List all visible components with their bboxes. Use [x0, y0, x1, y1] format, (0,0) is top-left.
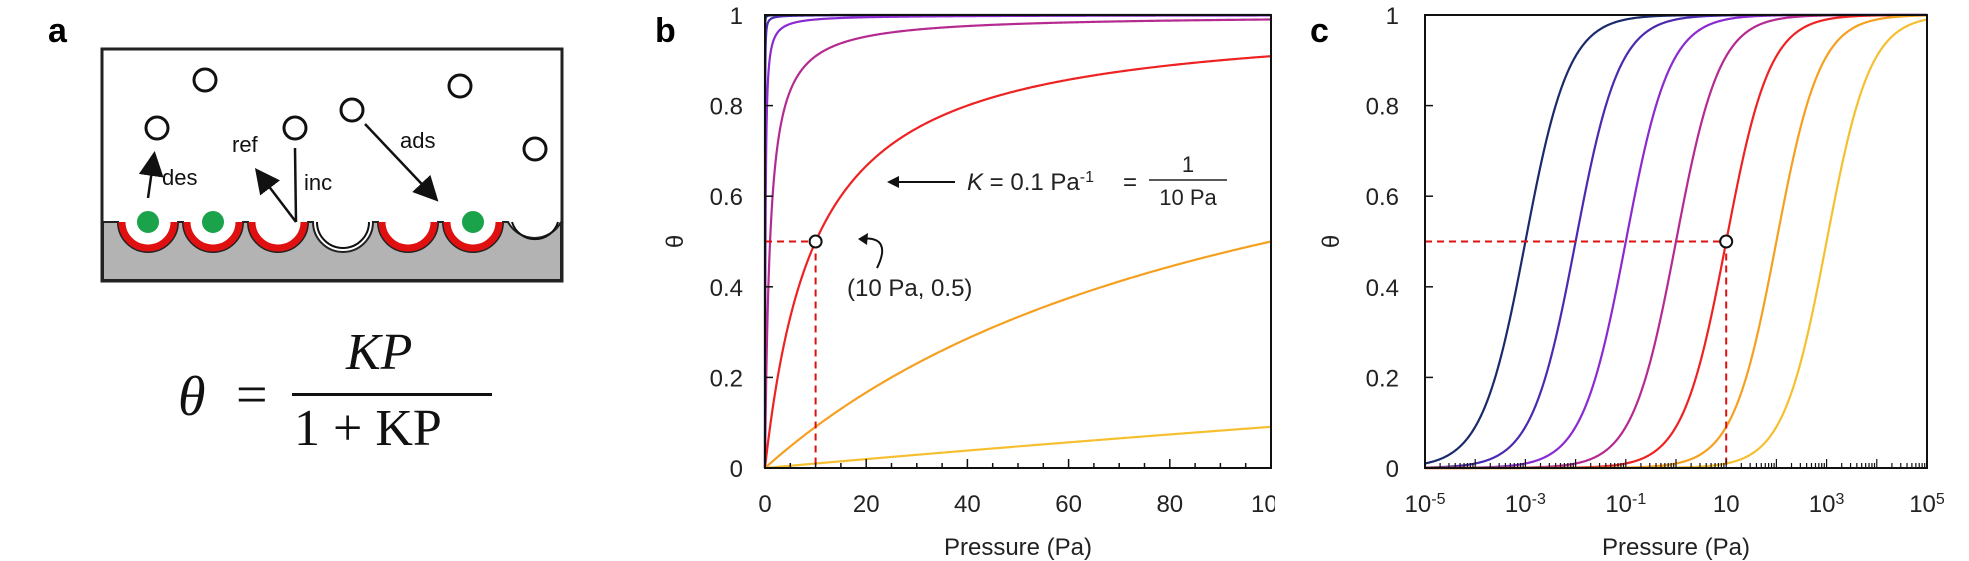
gas-molecules [144, 67, 548, 162]
k-annotation-text: K = 0.1 Pa-1 [967, 169, 1094, 197]
k-annotation-equals: = [1123, 169, 1137, 196]
series-line-K-100 [763, 13, 1271, 468]
adsorption-sites [118, 221, 503, 252]
site-7 [511, 221, 559, 241]
series-line-K-0.01 [763, 240, 1272, 470]
x-tick-label: 10-5 [1405, 491, 1446, 519]
adsorbed-molecule [133, 207, 163, 237]
x-tick-label: 0 [758, 491, 771, 518]
point-annotation-arrow [859, 237, 884, 269]
y-tick-label: 0.4 [710, 275, 743, 302]
adsorption-schematic: des ref inc ads [100, 47, 564, 283]
chart-c: 10-5 10-3 10-1 10 103 105 0 0.2 0.4 0.6 0.8 1 Pressu… [1318, 3, 1945, 561]
chart-b: 0 20 40 60 80 100 0 0.2 0.4 0.6 0.8 1 Pressure (Pa) θ… [662, 3, 1275, 561]
gas-molecule [282, 115, 308, 141]
y-tick-label: 0 [730, 456, 743, 483]
x-tick-label: 10-1 [1605, 491, 1646, 519]
y-axis-label: θ [662, 235, 689, 248]
k-fraction-denominator: 10 Pa [1159, 185, 1217, 210]
site-1 [118, 221, 178, 252]
gas-molecule [339, 97, 365, 123]
x-axis-label: Pressure (Pa) [944, 534, 1092, 561]
ref-label: ref [232, 132, 259, 157]
site-6 [316, 221, 370, 249]
y-tick-label: 0.2 [1366, 365, 1399, 392]
y-tick-label: 0.8 [710, 94, 743, 121]
y-tick-label: 0.6 [1366, 184, 1399, 211]
x-tick-label: 80 [1156, 491, 1183, 518]
series-line-K-0.001 [764, 425, 1272, 470]
point-annotation: (10 Pa, 0.5) [847, 275, 972, 302]
inc-arrow [293, 147, 298, 223]
surface [102, 221, 562, 281]
panel-a-label: a [48, 12, 67, 50]
ads-arrow [364, 123, 439, 202]
x-tick-label: 105 [1909, 491, 1945, 519]
x-tick-label: 10-3 [1505, 491, 1546, 519]
y-tick-label: 0.8 [1366, 94, 1399, 121]
x-tick-label: 100 [1251, 491, 1275, 518]
equation-lhs: θ [178, 366, 206, 428]
series-line-K-1000 [763, 13, 1271, 468]
equation-denominator: 1 + KP [294, 400, 442, 457]
fraction-bar [292, 393, 492, 396]
series-line-K-10 [763, 14, 1271, 468]
y-tick-label: 0.6 [710, 184, 743, 211]
equation-equals: = [236, 364, 268, 426]
ref-arrow [254, 168, 297, 223]
x-tick-label: 10 [1713, 491, 1740, 518]
panel-c-label: c [1310, 12, 1329, 50]
x-tick-label: 40 [954, 491, 981, 518]
y-tick-label: 0.4 [1366, 275, 1399, 302]
panel-b-label: b [655, 12, 676, 50]
y-tick-label: 1 [730, 3, 743, 30]
adsorbed-molecule [198, 207, 228, 237]
site-5 [443, 221, 503, 252]
des-label: des [162, 165, 197, 190]
x-tick-label: 60 [1055, 491, 1082, 518]
ads-label: ads [400, 128, 435, 153]
k-annotation-arrowhead [887, 176, 899, 188]
x-tick-label: 20 [853, 491, 880, 518]
gas-molecule [522, 136, 548, 162]
x-axis-label: Pressure (Pa) [1602, 534, 1750, 561]
langmuir-equation: θ = KP 1 + KP [178, 324, 498, 465]
plot-frame [764, 14, 1272, 469]
y-tick-label: 0.2 [710, 365, 743, 392]
equation-numerator: KP [346, 324, 413, 381]
y-tick-label: 1 [1386, 3, 1399, 30]
point-annotation-arrowhead [858, 233, 868, 245]
highlight-point [1719, 234, 1734, 249]
y-axis-label: θ [1318, 235, 1345, 248]
highlight-point [808, 234, 823, 249]
gas-molecule [447, 73, 473, 99]
inc-label: inc [304, 170, 332, 195]
y-tick-label: 0 [1386, 456, 1399, 483]
adsorbed-molecule [458, 207, 488, 237]
series-line-K-1 [763, 18, 1272, 468]
x-tick-label: 103 [1809, 491, 1845, 519]
site-2 [183, 221, 243, 252]
gas-molecule [192, 67, 218, 93]
des-arrow [138, 151, 164, 199]
site-3 [248, 221, 308, 252]
gas-molecule [144, 115, 170, 141]
site-4 [378, 221, 438, 252]
k-fraction-numerator: 1 [1182, 152, 1194, 177]
series-line-K-0.1 [763, 55, 1272, 469]
